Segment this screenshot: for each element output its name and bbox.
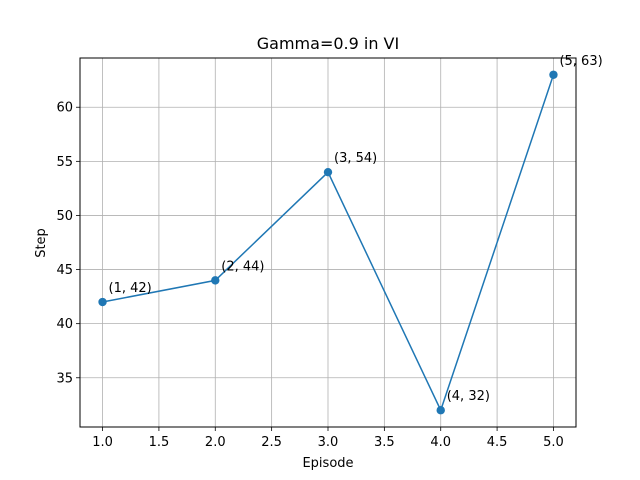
grid <box>80 58 576 427</box>
x-tick-label: 1.0 <box>92 435 113 450</box>
plot-area-frame <box>79 57 577 428</box>
data-point <box>549 70 558 79</box>
point-annotation: (1, 42) <box>109 281 152 296</box>
x-tick-label: 3.0 <box>318 435 339 450</box>
point-annotation: (4, 32) <box>447 389 490 404</box>
x-tick-label: 1.5 <box>149 435 170 450</box>
annotations: (1, 42) (2, 44) (3, 54) (4, 32) (5, 63) <box>109 54 603 404</box>
x-tick-label: 4.0 <box>430 435 451 450</box>
y-axis-label: Step <box>34 228 49 258</box>
data-point <box>323 167 333 177</box>
y-tick-label: 55 <box>56 155 73 170</box>
point-annotation: (5, 63) <box>559 54 602 69</box>
y-tick-label: 35 <box>56 371 73 386</box>
series <box>98 70 558 415</box>
axis-ticks: 1.0 1.5 2.0 2.5 3.0 3.5 4.0 4.5 5.0 35 40 45 50 55 60 <box>56 101 563 450</box>
x-axis-label: Episode <box>302 456 353 471</box>
x-tick-label: 2.5 <box>261 435 282 450</box>
y-tick-label: 40 <box>56 317 73 332</box>
y-tick-label: 45 <box>56 263 73 278</box>
x-tick-label: 4.5 <box>487 435 508 450</box>
data-point <box>211 276 220 285</box>
data-point <box>98 297 107 307</box>
point-annotation: (2, 44) <box>221 259 264 274</box>
y-tick-label: 60 <box>56 101 73 116</box>
chart-title: Gamma=0.9 in VI <box>257 34 399 53</box>
data-point <box>436 406 445 415</box>
x-tick-label: 5.0 <box>543 435 564 450</box>
point-annotation: (3, 54) <box>334 151 377 166</box>
y-tick-label: 50 <box>56 209 73 224</box>
x-tick-label: 2.0 <box>205 435 226 450</box>
x-tick-label: 3.5 <box>374 435 395 450</box>
